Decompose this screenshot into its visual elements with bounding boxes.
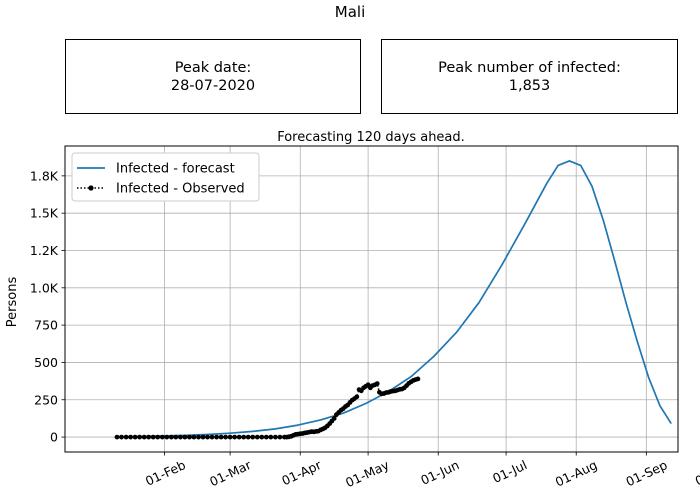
- observed-point: [123, 434, 129, 440]
- observed-point: [268, 434, 274, 440]
- x-tick-label: 01-Jun: [418, 457, 461, 488]
- observed-point: [119, 434, 124, 440]
- legend: Infected - forecast Infected - Observed: [71, 152, 260, 202]
- observed-point: [155, 434, 161, 440]
- peak-infected-label: Peak number of infected:: [438, 59, 621, 76]
- y-axis-label: Persons: [5, 277, 20, 328]
- observed-point: [259, 434, 265, 440]
- y-tick-label: 1.5K: [30, 206, 59, 221]
- observed-point: [205, 434, 210, 440]
- observed-point: [164, 434, 170, 440]
- observed-point: [173, 434, 179, 440]
- observed-point: [263, 434, 269, 440]
- observed-point: [214, 434, 220, 440]
- observed-point: [374, 381, 380, 386]
- observed-point: [146, 434, 152, 440]
- observed-point: [187, 434, 192, 440]
- x-tick-label: 01-Aug: [553, 457, 600, 489]
- observed-point: [137, 434, 143, 440]
- observed-point: [236, 434, 242, 440]
- figure-title: Mali: [334, 3, 366, 21]
- y-tick-label: 0: [50, 430, 58, 445]
- observed-point: [218, 434, 224, 440]
- x-tick-label: 01-May: [343, 457, 392, 490]
- observed-point: [277, 434, 283, 440]
- y-tick-label: 1.2K: [30, 243, 59, 258]
- observed-point: [354, 394, 360, 400]
- observed-point: [331, 416, 337, 421]
- y-tick-label: 1.8K: [30, 168, 59, 183]
- observed-point: [245, 434, 251, 440]
- peak-date-label: Peak date:: [174, 59, 252, 76]
- observed-point: [250, 434, 256, 440]
- peak-infected-box: Peak number of infected: 1,853: [381, 39, 678, 114]
- observed-point: [254, 434, 260, 440]
- observed-point: [273, 434, 278, 440]
- chart-title: Forecasting 120 days ahead.: [277, 130, 465, 145]
- series-lines: [114, 160, 672, 440]
- plot-frame: [64, 145, 679, 453]
- x-tick-label: 01-Oct: [693, 457, 700, 489]
- x-tick-label: 01-Feb: [143, 457, 188, 489]
- forecast-line: [116, 160, 672, 438]
- observed-point: [182, 434, 188, 440]
- observed-point: [232, 434, 238, 440]
- peak-date-box: Peak date: 28-07-2020: [65, 39, 361, 114]
- legend-observed-marker: [88, 185, 94, 191]
- x-tick-label: 01-Jul: [490, 457, 529, 486]
- observed-point: [200, 434, 206, 440]
- legend-forecast-label: Infected - forecast: [116, 162, 235, 177]
- observed-point: [150, 434, 156, 440]
- peak-date-value: 28-07-2020: [170, 77, 256, 94]
- observed-point: [196, 434, 201, 440]
- observed-point: [159, 434, 165, 440]
- observed-point: [415, 376, 421, 382]
- y-tick-label: 1.0K: [30, 280, 59, 295]
- legend-box: [71, 152, 260, 202]
- observed-point: [227, 434, 233, 440]
- y-tick-label: 250: [34, 392, 58, 407]
- peak-infected-value: 1,853: [508, 77, 551, 94]
- observed-point: [191, 434, 197, 440]
- observed-point: [241, 434, 247, 440]
- axis-ticks: 0 250 500 750 1.0K 1.2K 1.5K 1.8K 01-Feb 01-Mar 01…: [30, 168, 700, 490]
- observed-point: [168, 434, 174, 440]
- x-tick-label: 01-Mar: [207, 457, 254, 490]
- x-tick-label: 01-Apr: [279, 457, 324, 489]
- observed-point: [132, 434, 138, 440]
- observed-point: [209, 434, 215, 440]
- y-tick-label: 750: [34, 318, 58, 333]
- observed-point: [114, 434, 120, 440]
- observed-point: [178, 434, 183, 440]
- x-tick-label: 01-Sep: [623, 457, 669, 489]
- y-tick-label: 500: [34, 355, 58, 370]
- legend-observed-label: Infected - Observed: [116, 182, 245, 197]
- observed-point: [128, 434, 134, 440]
- observed-point: [141, 434, 147, 440]
- observed-point: [223, 434, 229, 440]
